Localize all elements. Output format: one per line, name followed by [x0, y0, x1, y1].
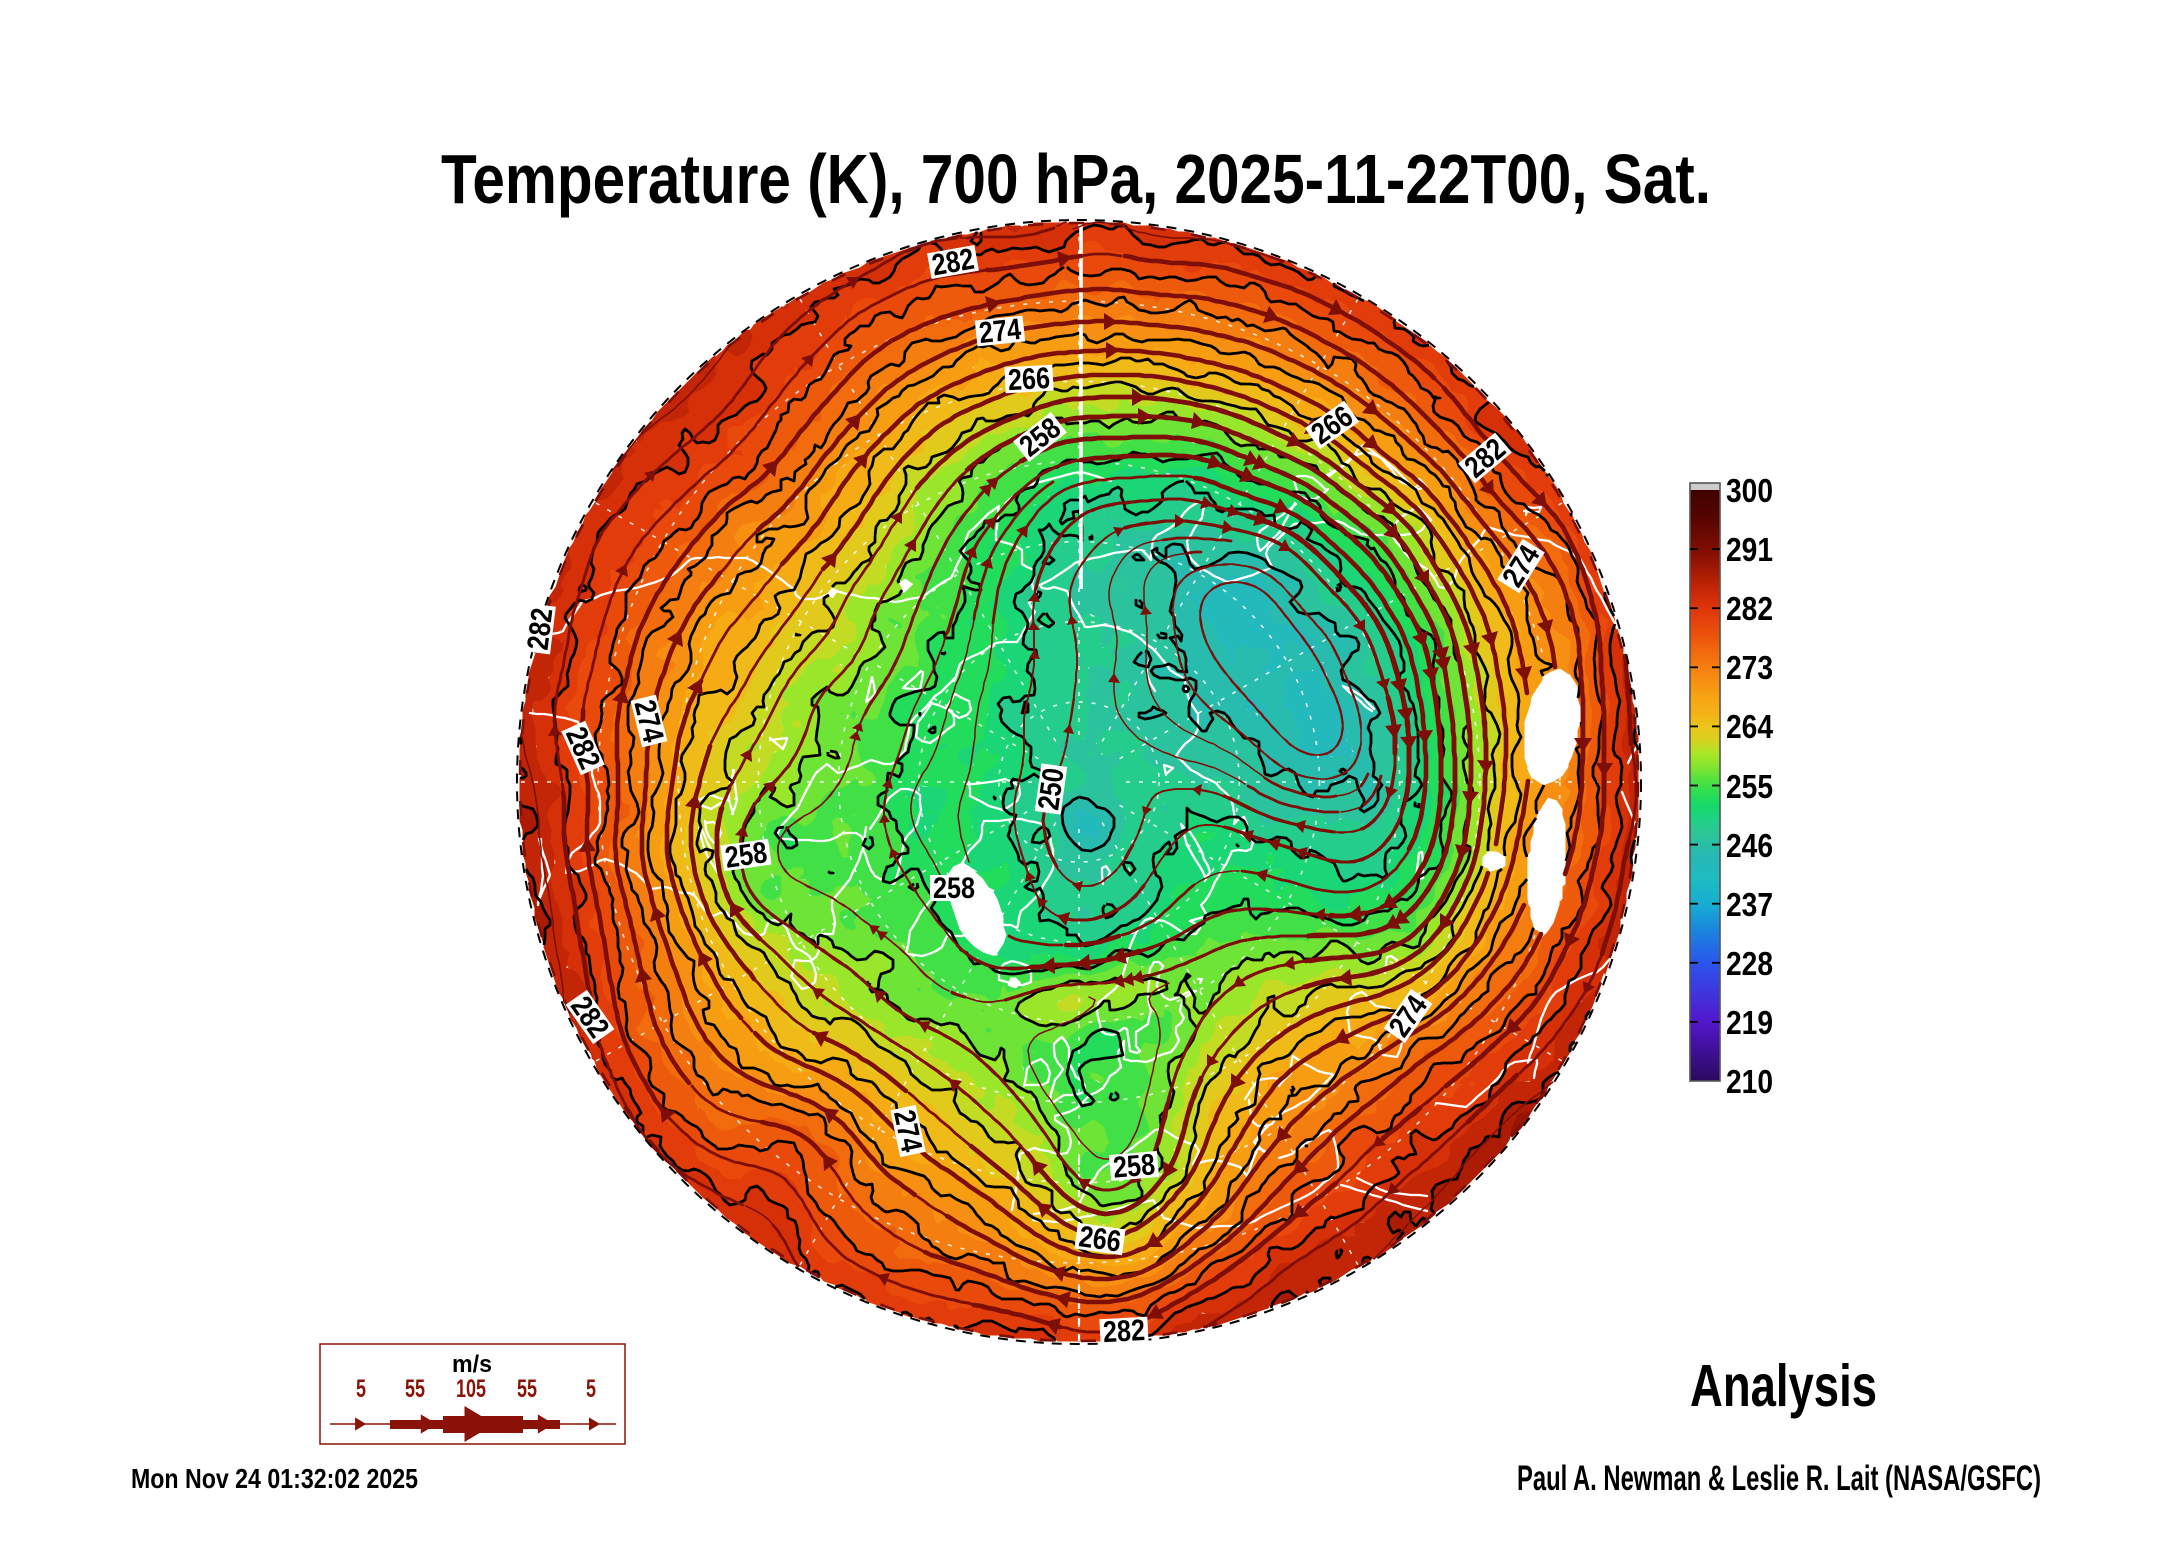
svg-text:228: 228	[1726, 945, 1773, 982]
svg-text:5: 5	[586, 1375, 596, 1403]
svg-text:55: 55	[517, 1375, 537, 1403]
svg-text:266: 266	[1007, 362, 1051, 397]
svg-text:210: 210	[1726, 1063, 1773, 1100]
svg-text:266: 266	[1077, 1220, 1123, 1259]
svg-text:5: 5	[356, 1375, 366, 1403]
svg-text:258: 258	[933, 872, 975, 905]
svg-text:258: 258	[723, 836, 769, 875]
svg-text:Analysis: Analysis	[1690, 1353, 1877, 1419]
svg-text:Temperature (K), 700 hPa, 2025: Temperature (K), 700 hPa, 2025-11-22T00,…	[441, 140, 1711, 218]
svg-text:282: 282	[1102, 1314, 1146, 1349]
svg-text:105: 105	[456, 1375, 486, 1403]
svg-text:291: 291	[1726, 531, 1773, 568]
svg-text:274: 274	[977, 313, 1022, 350]
svg-text:Mon Nov 24 01:32:02 2025: Mon Nov 24 01:32:02 2025	[131, 1463, 418, 1494]
svg-text:282: 282	[1726, 590, 1773, 627]
svg-text:m/s: m/s	[452, 1351, 492, 1378]
svg-text:Paul A. Newman & Leslie R. Lai: Paul A. Newman & Leslie R. Lait (NASA/GS…	[1517, 1459, 2041, 1498]
svg-text:258: 258	[1112, 1148, 1157, 1185]
svg-text:237: 237	[1726, 886, 1773, 923]
svg-text:300: 300	[1726, 472, 1773, 509]
svg-text:282: 282	[522, 606, 560, 652]
svg-text:219: 219	[1726, 1004, 1773, 1041]
svg-text:264: 264	[1726, 708, 1774, 745]
svg-text:246: 246	[1726, 827, 1773, 864]
svg-text:255: 255	[1726, 768, 1773, 805]
svg-text:273: 273	[1726, 649, 1773, 686]
svg-text:55: 55	[405, 1375, 425, 1403]
svg-text:282: 282	[930, 243, 977, 283]
svg-text:250: 250	[1032, 766, 1071, 812]
